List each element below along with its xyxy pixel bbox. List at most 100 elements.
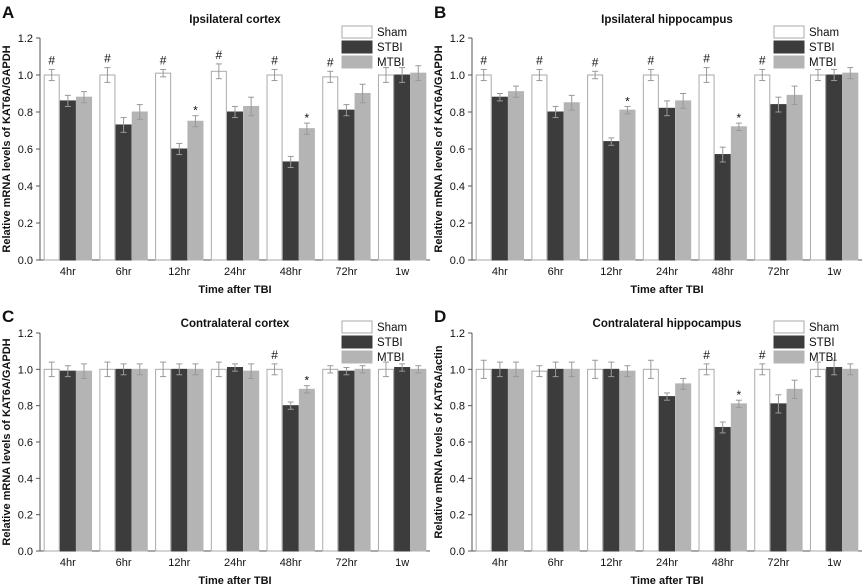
bar-stbi-6hr xyxy=(115,368,132,552)
bar-mtbi-4hr xyxy=(75,370,93,552)
x-tick-label: 4hr xyxy=(492,266,508,278)
significance-star: * xyxy=(737,111,742,125)
significance-hash: # xyxy=(647,53,654,67)
bar-mtbi-12hr xyxy=(187,368,204,552)
significance-hash: # xyxy=(160,53,167,67)
legend-swatch-sham xyxy=(773,25,805,39)
x-tick-label: 4hr xyxy=(492,557,508,569)
x-tick-label: 1w xyxy=(395,266,409,278)
y-tick-label: 0.6 xyxy=(450,144,465,156)
legend-label-sham: Sham xyxy=(377,322,407,334)
bar-mtbi-48hr xyxy=(730,403,747,552)
bar-mtbi-24hr xyxy=(243,370,260,552)
bar-mtbi-6hr xyxy=(131,111,148,261)
legend-swatch-mtbi xyxy=(341,350,373,364)
chart-title: Contralateral cortex xyxy=(181,318,290,330)
bar-sham-1w xyxy=(377,74,395,261)
legend-swatch-stbi xyxy=(341,40,373,54)
bar-mtbi-72hr xyxy=(354,93,371,261)
bar-sham-4hr xyxy=(475,368,492,552)
bar-sham-72hr xyxy=(754,368,771,552)
legend-label-sham: Sham xyxy=(377,27,407,39)
bar-stbi-12hr xyxy=(603,141,620,261)
y-tick-label: 1.0 xyxy=(18,364,33,376)
y-axis-label: Relative mRNA levels of KAT6A/GAPDH xyxy=(1,45,13,252)
chart-title: Contralateral hippocampus xyxy=(593,318,742,330)
x-tick-label: 48hr xyxy=(280,557,302,569)
bar-sham-1w xyxy=(809,368,827,552)
bar-stbi-12hr xyxy=(171,148,188,261)
bar-sham-4hr xyxy=(43,74,60,261)
y-axis-label: Relative mRNA levels of KAT6A/GAPDH xyxy=(433,45,445,252)
x-tick-label: 12hr xyxy=(168,266,190,278)
bar-mtbi-1w xyxy=(410,368,427,552)
y-tick-label: 0.4 xyxy=(450,181,465,193)
significance-star: * xyxy=(305,374,310,388)
bar-stbi-72hr xyxy=(770,403,787,552)
legend-label-mtbi: MTBI xyxy=(809,57,836,69)
bar-mtbi-12hr xyxy=(187,120,204,261)
y-tick-label: 0.2 xyxy=(18,218,33,230)
panel-letter: A xyxy=(2,3,14,22)
y-tick-label: 0.2 xyxy=(450,218,465,230)
y-tick-label: 0.8 xyxy=(18,401,33,413)
significance-hash: # xyxy=(759,348,766,362)
bar-stbi-24hr xyxy=(226,111,244,261)
panel-letter: B xyxy=(434,3,446,22)
bar-mtbi-12hr xyxy=(619,370,636,552)
bar-sham-12hr xyxy=(587,368,604,552)
y-tick-label: 1.0 xyxy=(450,364,465,376)
legend-swatch-mtbi xyxy=(341,55,373,69)
bar-mtbi-4hr xyxy=(507,368,525,552)
legend-swatch-sham xyxy=(341,320,373,334)
y-tick-label: 1.2 xyxy=(450,33,465,45)
bar-mtbi-1w xyxy=(842,368,859,552)
y-tick-label: 0.0 xyxy=(18,255,33,267)
bar-mtbi-6hr xyxy=(131,368,148,552)
bar-sham-1w xyxy=(809,74,827,261)
x-tick-label: 12hr xyxy=(600,557,622,569)
legend-swatch-stbi xyxy=(773,40,805,54)
y-axis-label: Relative mRNA levels of KAT6A/GAPDH xyxy=(1,338,13,545)
bar-sham-6hr xyxy=(531,74,548,261)
y-tick-label: 1.2 xyxy=(18,328,33,340)
x-tick-label: 6hr xyxy=(116,266,132,278)
bar-mtbi-72hr xyxy=(786,94,803,261)
x-tick-label: 48hr xyxy=(712,557,734,569)
x-tick-label: 12hr xyxy=(600,266,622,278)
significance-hash: # xyxy=(271,53,278,67)
y-tick-label: 0.8 xyxy=(18,107,33,119)
bar-stbi-48hr xyxy=(714,154,731,261)
bar-stbi-4hr xyxy=(59,100,76,261)
bar-sham-4hr xyxy=(43,368,60,552)
bar-mtbi-4hr xyxy=(75,96,93,261)
bar-stbi-12hr xyxy=(603,368,620,552)
bar-sham-4hr xyxy=(475,74,492,261)
bar-sham-48hr xyxy=(698,74,715,261)
x-tick-label: 12hr xyxy=(168,557,190,569)
bar-sham-6hr xyxy=(99,368,116,552)
bar-sham-48hr xyxy=(698,368,715,552)
legend-label-stbi: STBI xyxy=(809,42,835,54)
y-tick-label: 0.4 xyxy=(450,473,465,485)
bar-mtbi-6hr xyxy=(563,102,580,261)
y-tick-label: 0.6 xyxy=(450,437,465,449)
x-tick-label: 48hr xyxy=(712,266,734,278)
bar-mtbi-48hr xyxy=(730,126,747,261)
y-tick-label: 0.4 xyxy=(18,473,33,485)
x-tick-label: 6hr xyxy=(548,266,564,278)
x-tick-label: 4hr xyxy=(60,266,76,278)
y-tick-label: 0.6 xyxy=(18,437,33,449)
bar-stbi-4hr xyxy=(59,370,76,552)
bar-stbi-48hr xyxy=(282,405,299,552)
x-axis-label: Time after TBI xyxy=(198,284,271,296)
significance-hash: # xyxy=(48,53,55,67)
significance-hash: # xyxy=(759,53,766,67)
x-axis-label: Time after TBI xyxy=(630,284,703,296)
x-tick-label: 72hr xyxy=(767,266,789,278)
bar-mtbi-4hr xyxy=(507,91,525,261)
bar-sham-24hr xyxy=(642,368,659,552)
legend-swatch-stbi xyxy=(341,335,373,349)
bar-stbi-1w xyxy=(826,74,843,261)
